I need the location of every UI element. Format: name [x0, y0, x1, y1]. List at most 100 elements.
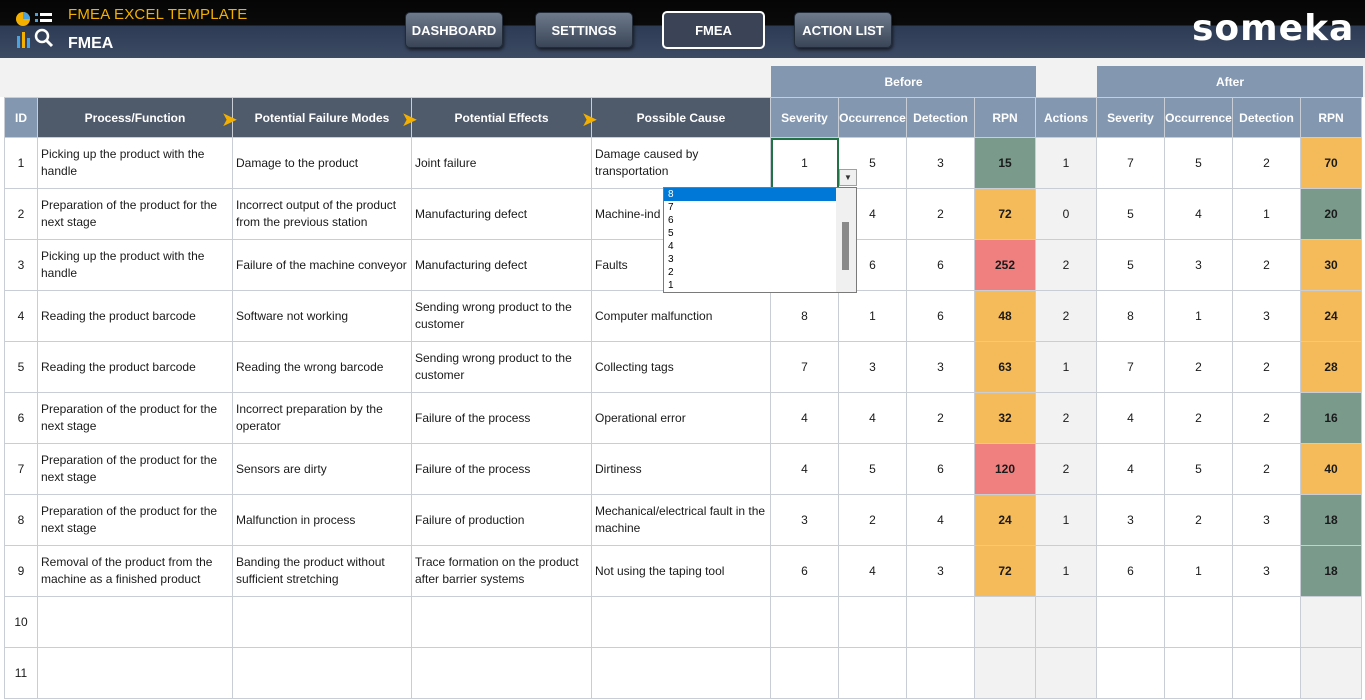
cell-process[interactable]: Preparation of the product for the next … [37, 188, 233, 240]
cell-det[interactable]: 3 [906, 545, 975, 597]
cell-rpn[interactable] [974, 647, 1036, 699]
cell-failure[interactable]: Damage to the product [232, 137, 412, 189]
cell-act[interactable]: 2 [1035, 239, 1097, 291]
cell-occ2[interactable]: 5 [1164, 443, 1233, 495]
cell-id[interactable]: 10 [4, 596, 38, 648]
cell-effects[interactable]: Manufacturing defect [411, 188, 592, 240]
cell-det[interactable]: 6 [906, 239, 975, 291]
cell-effects[interactable]: Sending wrong product to the customer [411, 341, 592, 393]
dropdown-scrollbar[interactable] [836, 188, 856, 292]
dropdown-option[interactable]: 5 [668, 228, 674, 239]
cell-sev2[interactable] [1096, 596, 1165, 648]
cell-id[interactable]: 11 [4, 647, 38, 699]
cell-rpn2[interactable] [1300, 596, 1362, 648]
cell-failure[interactable] [232, 647, 412, 699]
cell-effects[interactable] [411, 647, 592, 699]
cell-rpn2[interactable]: 18 [1300, 545, 1362, 597]
cell-sev2[interactable]: 4 [1096, 392, 1165, 444]
cell-det[interactable] [906, 596, 975, 648]
cell-det2[interactable]: 2 [1232, 341, 1301, 393]
cell-sev[interactable]: 6 [770, 545, 839, 597]
cell-id[interactable]: 7 [4, 443, 38, 495]
cell-process[interactable]: Removal of the product from the machine … [37, 545, 233, 597]
dropdown-option[interactable]: 7 [668, 202, 674, 213]
nav-action-list-button[interactable]: ACTION LIST [794, 12, 892, 48]
cell-sev[interactable]: 4 [770, 392, 839, 444]
cell-failure[interactable]: Software not working [232, 290, 412, 342]
cell-effects[interactable]: Manufacturing defect [411, 239, 592, 291]
cell-act[interactable]: 1 [1035, 137, 1097, 189]
cell-rpn2[interactable]: 28 [1300, 341, 1362, 393]
cell-failure[interactable]: Sensors are dirty [232, 443, 412, 495]
cell-process[interactable]: Picking up the product with the handle [37, 137, 233, 189]
dropdown-scroll-thumb[interactable] [842, 222, 849, 270]
cell-occ[interactable]: 1 [838, 290, 907, 342]
cell-sev2[interactable]: 4 [1096, 443, 1165, 495]
cell-cause[interactable]: Dirtiness [591, 443, 771, 495]
cell-sev2[interactable]: 5 [1096, 239, 1165, 291]
cell-sev2[interactable]: 5 [1096, 188, 1165, 240]
cell-det2[interactable]: 3 [1232, 545, 1301, 597]
cell-occ[interactable]: 4 [838, 392, 907, 444]
cell-process[interactable]: Reading the product barcode [37, 290, 233, 342]
cell-det2[interactable]: 1 [1232, 188, 1301, 240]
cell-rpn[interactable] [974, 596, 1036, 648]
cell-det2[interactable]: 2 [1232, 239, 1301, 291]
cell-failure[interactable]: Banding the product without sufficient s… [232, 545, 412, 597]
cell-failure[interactable]: Malfunction in process [232, 494, 412, 546]
cell-process[interactable]: Reading the product barcode [37, 341, 233, 393]
cell-occ[interactable] [838, 647, 907, 699]
cell-det2[interactable] [1232, 647, 1301, 699]
dropdown-option[interactable]: 8 [664, 188, 836, 201]
cell-sev2[interactable]: 3 [1096, 494, 1165, 546]
cell-sev[interactable]: 8 [770, 290, 839, 342]
cell-det[interactable]: 2 [906, 188, 975, 240]
cell-det[interactable]: 6 [906, 290, 975, 342]
cell-cause[interactable]: Damage caused by transportation [591, 137, 771, 189]
cell-occ[interactable]: 5 [838, 443, 907, 495]
cell-rpn[interactable]: 72 [974, 188, 1036, 240]
cell-failure[interactable]: Failure of the machine conveyor [232, 239, 412, 291]
cell-sev2[interactable]: 8 [1096, 290, 1165, 342]
cell-sev[interactable]: 4 [770, 443, 839, 495]
cell-effects[interactable]: Failure of production [411, 494, 592, 546]
cell-id[interactable]: 5 [4, 341, 38, 393]
cell-sev[interactable]: 7 [770, 341, 839, 393]
cell-process[interactable]: Preparation of the product for the next … [37, 494, 233, 546]
cell-det[interactable]: 3 [906, 137, 975, 189]
cell-cause[interactable]: Operational error [591, 392, 771, 444]
cell-cause[interactable]: Computer malfunction [591, 290, 771, 342]
cell-process[interactable]: Preparation of the product for the next … [37, 392, 233, 444]
cell-sev2[interactable]: 6 [1096, 545, 1165, 597]
cell-effects[interactable]: Failure of the process [411, 443, 592, 495]
cell-process[interactable]: Picking up the product with the handle [37, 239, 233, 291]
cell-act[interactable]: 0 [1035, 188, 1097, 240]
cell-det2[interactable]: 2 [1232, 392, 1301, 444]
cell-det2[interactable] [1232, 596, 1301, 648]
nav-settings-button[interactable]: SETTINGS [535, 12, 633, 48]
cell-occ[interactable]: 3 [838, 341, 907, 393]
dropdown-option[interactable]: 3 [668, 254, 674, 265]
cell-cause[interactable]: Not using the taping tool [591, 545, 771, 597]
dropdown-option[interactable]: 1 [668, 280, 674, 291]
cell-effects[interactable]: Sending wrong product to the customer [411, 290, 592, 342]
cell-id[interactable]: 1 [4, 137, 38, 189]
cell-occ2[interactable]: 1 [1164, 290, 1233, 342]
cell-sev2[interactable]: 7 [1096, 341, 1165, 393]
cell-occ2[interactable]: 5 [1164, 137, 1233, 189]
cell-det[interactable]: 6 [906, 443, 975, 495]
cell-act[interactable] [1035, 647, 1097, 699]
cell-rpn[interactable]: 24 [974, 494, 1036, 546]
cell-effects[interactable]: Failure of the process [411, 392, 592, 444]
cell-act[interactable] [1035, 596, 1097, 648]
cell-sev[interactable]: 1 [770, 137, 839, 189]
nav-dashboard-button[interactable]: DASHBOARD [405, 12, 503, 48]
dropdown-option[interactable]: 6 [668, 215, 674, 226]
cell-rpn[interactable]: 15 [974, 137, 1036, 189]
cell-det2[interactable]: 2 [1232, 137, 1301, 189]
cell-occ2[interactable]: 2 [1164, 392, 1233, 444]
cell-effects[interactable] [411, 596, 592, 648]
cell-occ2[interactable]: 2 [1164, 341, 1233, 393]
cell-det[interactable]: 4 [906, 494, 975, 546]
